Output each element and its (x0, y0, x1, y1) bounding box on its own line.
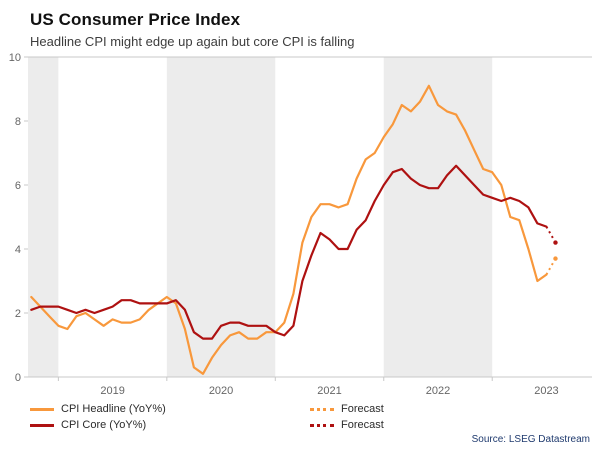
core-forecast-swatch (310, 423, 334, 427)
chart-subtitle: Headline CPI might edge up again but cor… (30, 34, 355, 49)
svg-text:2021: 2021 (317, 385, 341, 397)
legend-label: Forecast (341, 419, 384, 431)
chart-header: US Consumer Price Index Headline CPI mig… (0, 0, 600, 49)
svg-text:4: 4 (15, 244, 21, 256)
source-note: Source: LSEG Datastream (471, 434, 590, 445)
svg-text:2019: 2019 (100, 385, 124, 397)
svg-text:2022: 2022 (426, 385, 450, 397)
legend-label: CPI Headline (YoY%) (61, 403, 166, 415)
svg-text:2: 2 (15, 308, 21, 320)
svg-text:0: 0 (15, 372, 21, 384)
page-title: US Consumer Price Index (30, 10, 241, 29)
legend-label: Forecast (341, 403, 384, 415)
headline-forecast-swatch (310, 407, 334, 411)
headline-line-swatch (30, 407, 54, 411)
svg-text:6: 6 (15, 180, 21, 192)
legend-label: CPI Core (YoY%) (61, 419, 147, 431)
core-line-swatch (30, 423, 54, 427)
svg-text:2023: 2023 (534, 385, 558, 397)
legend-item-headline: CPI Headline (YoY%) (30, 403, 310, 415)
svg-text:8: 8 (15, 116, 21, 128)
svg-text:2020: 2020 (209, 385, 233, 397)
legend-item-headline-forecast: Forecast (310, 403, 600, 415)
legend-item-core: CPI Core (YoY%) (30, 419, 310, 431)
cpi-line-chart: 0 2 4 6 8 10 2019 2020 2021 2022 2023 (9, 52, 592, 397)
legend-item-core-forecast: Forecast (310, 419, 600, 431)
svg-text:10: 10 (9, 52, 21, 64)
legend: CPI Headline (YoY%) Forecast CPI Core (Y… (0, 403, 600, 431)
